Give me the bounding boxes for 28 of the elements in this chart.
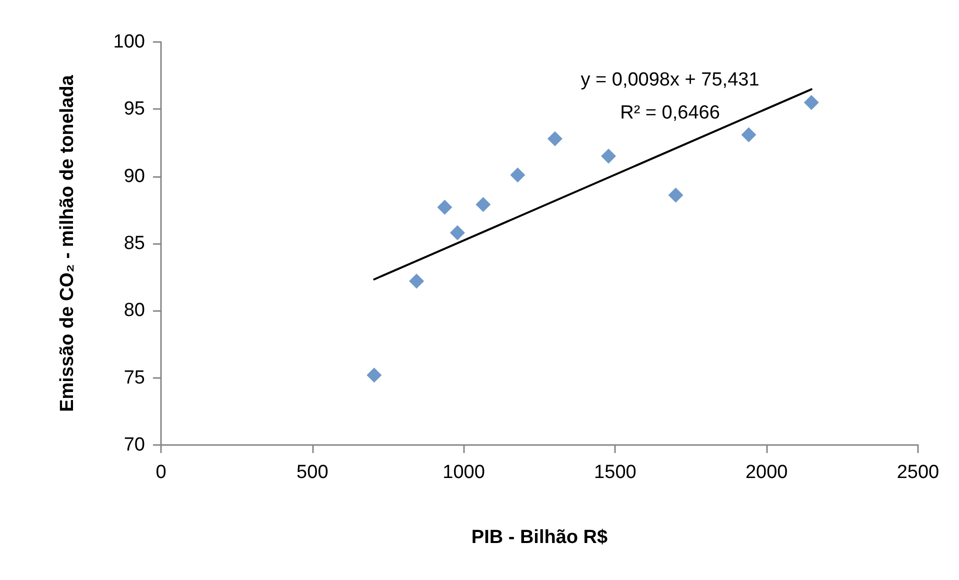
y-axis-title: Emissão de CO₂ - milhão de tonelada — [57, 74, 78, 412]
x-tick-label: 0 — [156, 462, 166, 483]
point — [601, 148, 616, 164]
point — [547, 131, 562, 146]
point — [476, 197, 491, 212]
y-tick-label: 90 — [124, 166, 145, 187]
y-tick-label: 80 — [124, 300, 145, 322]
y-tick-label: 75 — [124, 367, 145, 388]
point — [804, 94, 819, 110]
point — [668, 188, 684, 203]
point — [741, 127, 756, 142]
point — [409, 274, 424, 289]
annotation: R² = 0,6466 — [620, 102, 720, 124]
point — [510, 167, 526, 182]
x-axis-title: PIB - Bilhão R$ — [471, 527, 608, 548]
y-tick-label: 95 — [124, 98, 145, 120]
point — [366, 368, 382, 383]
x-tick-label: 1500 — [594, 462, 636, 483]
point — [437, 200, 452, 215]
x-tick-label: 1000 — [442, 462, 485, 483]
x-tick-label: 2000 — [745, 462, 788, 483]
point — [450, 225, 465, 240]
y-tick-label: 70 — [124, 434, 145, 456]
x-tick-label: 500 — [296, 462, 328, 483]
y-tick-label: 85 — [124, 233, 145, 254]
x-tick-label: 2500 — [896, 462, 940, 483]
annotation: y = 0,0098x + 75,431 — [580, 70, 760, 90]
y-tick-label: 100 — [113, 32, 145, 52]
